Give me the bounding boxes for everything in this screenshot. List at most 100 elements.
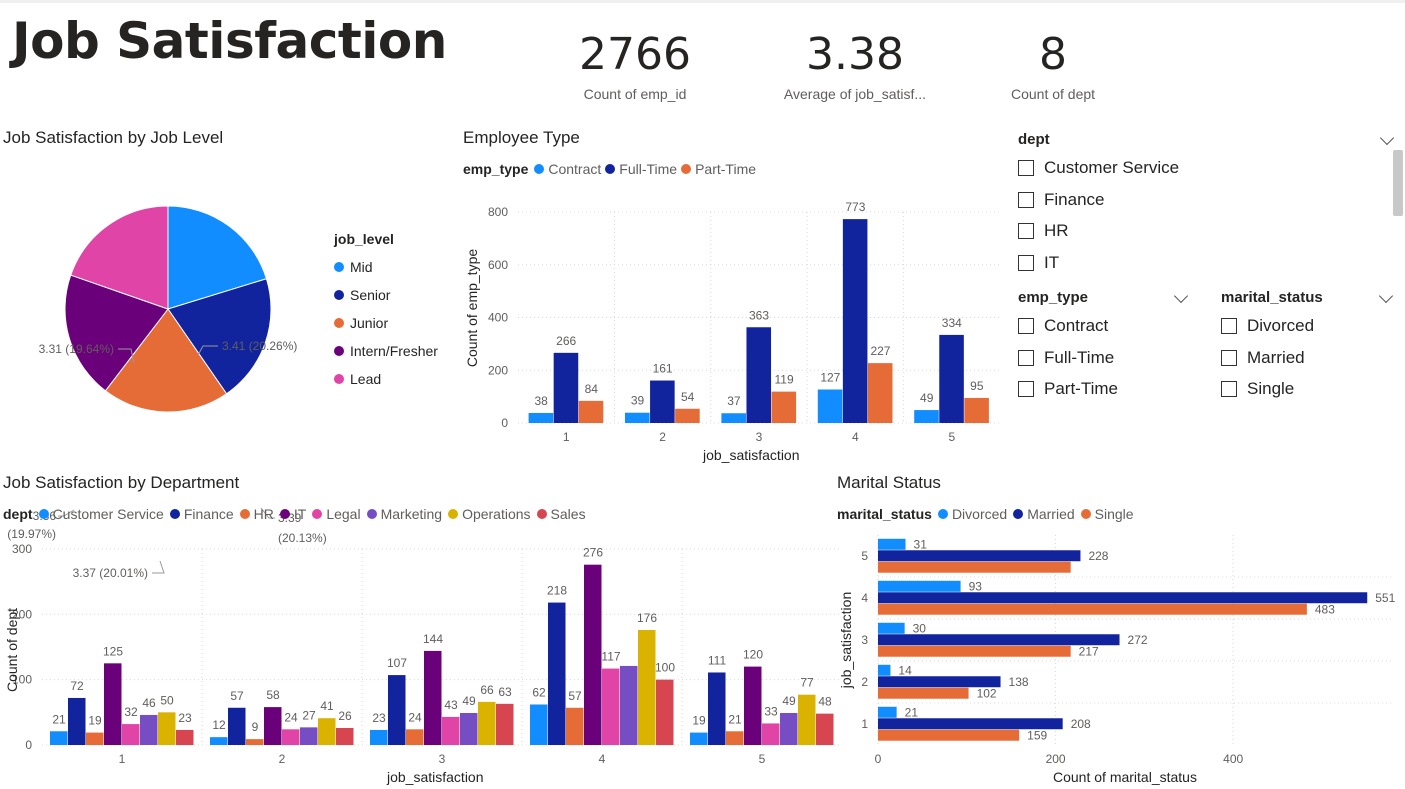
emp-type-chart[interactable]: 0 200 400 600 800 1 38 266 84 2 39 161 54 3 37 363 119 4 1… bbox=[0, 0, 1010, 470]
pie-slice-junior[interactable] bbox=[104, 308, 228, 413]
marital-bar[interactable] bbox=[878, 706, 897, 718]
emp-type-bar[interactable] bbox=[721, 413, 746, 423]
dept-bar[interactable] bbox=[602, 668, 620, 745]
dept-legend-item[interactable]: Sales bbox=[536, 506, 586, 522]
dept-legend-item[interactable]: Legal bbox=[312, 506, 361, 522]
dept-bar[interactable] bbox=[708, 672, 726, 745]
pie-legend-item[interactable]: Senior bbox=[334, 281, 438, 309]
marital-bar[interactable] bbox=[878, 622, 905, 634]
checkbox[interactable] bbox=[1018, 381, 1034, 398]
dept-bar[interactable] bbox=[478, 701, 496, 745]
marital-bar[interactable] bbox=[878, 729, 1020, 741]
dept-bar[interactable] bbox=[798, 694, 816, 745]
dept-bar[interactable] bbox=[460, 712, 478, 745]
dept-bar[interactable] bbox=[336, 728, 354, 745]
slicer-scrollbar[interactable] bbox=[1393, 150, 1403, 216]
dept-bar[interactable] bbox=[656, 679, 674, 745]
dept-bar[interactable] bbox=[548, 602, 566, 745]
dept-legend-item[interactable]: Marketing bbox=[366, 506, 442, 522]
checkbox[interactable] bbox=[1221, 317, 1237, 334]
emp-type-bar[interactable] bbox=[553, 352, 579, 423]
dept-bar[interactable] bbox=[176, 729, 194, 745]
marital-bar[interactable] bbox=[878, 645, 1071, 657]
checkbox[interactable] bbox=[1018, 254, 1034, 271]
marital-bar[interactable] bbox=[878, 687, 969, 699]
emp-type-bar[interactable] bbox=[771, 391, 797, 423]
dept-legend-item[interactable]: Operations bbox=[448, 506, 531, 522]
slicer-marital-option[interactable]: Divorced bbox=[1221, 310, 1397, 342]
checkbox[interactable] bbox=[1221, 381, 1237, 398]
emp-type-bar[interactable] bbox=[867, 363, 893, 423]
marital-legend-item[interactable]: Divorced bbox=[937, 506, 1007, 522]
dept-bar[interactable] bbox=[530, 704, 548, 745]
slicer-marital-option[interactable]: Single bbox=[1221, 373, 1397, 405]
dept-bar[interactable] bbox=[264, 707, 282, 745]
dept-legend-item[interactable]: Customer Service bbox=[38, 506, 164, 522]
emp-type-bar[interactable] bbox=[842, 219, 868, 423]
marital-legend-item[interactable]: Single bbox=[1080, 506, 1134, 522]
emp-type-bar[interactable] bbox=[625, 412, 650, 423]
dept-bar[interactable] bbox=[86, 732, 104, 745]
dept-bar[interactable] bbox=[406, 729, 424, 745]
pie-legend-item[interactable]: Lead bbox=[334, 365, 438, 393]
dept-bar[interactable] bbox=[370, 729, 388, 745]
dept-bar[interactable] bbox=[816, 713, 834, 745]
marital-bar[interactable] bbox=[878, 592, 1368, 604]
pie-legend-item[interactable]: Junior bbox=[334, 309, 438, 337]
dept-bar[interactable] bbox=[620, 665, 638, 745]
dept-bar[interactable] bbox=[68, 697, 86, 745]
pie-legend-item[interactable]: Mid bbox=[334, 253, 438, 281]
dept-bar[interactable] bbox=[300, 727, 318, 745]
kpi-card-emp-count[interactable]: 2766 Count of emp_id bbox=[565, 30, 705, 103]
dept-bar[interactable] bbox=[122, 724, 140, 745]
marital-bar[interactable] bbox=[878, 664, 891, 676]
emp-type-legend-item[interactable]: Full-Time bbox=[605, 161, 677, 177]
dept-bar[interactable] bbox=[690, 732, 708, 745]
dept-bar[interactable] bbox=[228, 707, 246, 745]
marital-bar[interactable] bbox=[878, 603, 1307, 615]
marital-bar[interactable] bbox=[878, 561, 1071, 573]
dept-bar[interactable] bbox=[50, 731, 68, 745]
dept-bar[interactable] bbox=[726, 731, 744, 745]
pie-slice-senior[interactable] bbox=[167, 278, 272, 395]
checkbox[interactable] bbox=[1018, 223, 1034, 240]
emp-type-bar[interactable] bbox=[528, 412, 554, 423]
pie-slice-mid[interactable] bbox=[167, 205, 268, 310]
emp-type-bar[interactable] bbox=[939, 334, 964, 423]
dept-bar[interactable] bbox=[442, 716, 460, 745]
emp-type-bar[interactable] bbox=[817, 389, 843, 423]
slicer-emp-type-option[interactable]: Full-Time bbox=[1018, 342, 1192, 374]
pie-slice-intern-fresher[interactable] bbox=[64, 274, 169, 392]
dept-legend-item[interactable]: IT bbox=[279, 506, 306, 522]
emp-type-bar[interactable] bbox=[675, 408, 700, 423]
emp-type-bar[interactable] bbox=[578, 400, 604, 423]
slicer-emp-type[interactable]: emp_type Contract Full-Time Part-Time bbox=[1018, 288, 1192, 405]
dept-bar[interactable] bbox=[210, 737, 228, 745]
dept-bar[interactable] bbox=[246, 739, 264, 745]
emp-type-legend-item[interactable]: Contract bbox=[534, 161, 601, 177]
marital-bar[interactable] bbox=[878, 634, 1120, 646]
marital-legend-item[interactable]: Married bbox=[1013, 506, 1075, 522]
kpi-card-dept-count[interactable]: 8 Count of dept bbox=[993, 30, 1113, 103]
dept-bar[interactable] bbox=[780, 712, 798, 745]
checkbox[interactable] bbox=[1018, 159, 1034, 176]
slicer-dept-option[interactable]: HR bbox=[1018, 215, 1398, 247]
dept-bar[interactable] bbox=[282, 729, 300, 745]
marital-bar[interactable] bbox=[878, 550, 1081, 562]
pie-legend-item[interactable]: Intern/Fresher bbox=[334, 337, 438, 365]
dept-legend-item[interactable]: Finance bbox=[169, 506, 234, 522]
emp-type-bar[interactable] bbox=[746, 327, 772, 423]
checkbox[interactable] bbox=[1018, 349, 1034, 366]
dept-bar[interactable] bbox=[388, 675, 406, 745]
dept-bar[interactable] bbox=[424, 650, 442, 745]
dept-bar[interactable] bbox=[762, 723, 780, 745]
slicer-emp-type-option[interactable]: Contract bbox=[1018, 310, 1192, 342]
slicer-dept-option[interactable]: Finance bbox=[1018, 184, 1398, 216]
dept-bar[interactable] bbox=[158, 712, 176, 745]
kpi-card-avg-satisfaction[interactable]: 3.38 Average of job_satisf... bbox=[770, 30, 940, 103]
dept-bar[interactable] bbox=[566, 707, 584, 745]
checkbox[interactable] bbox=[1018, 191, 1034, 208]
dept-bar[interactable] bbox=[638, 630, 656, 745]
